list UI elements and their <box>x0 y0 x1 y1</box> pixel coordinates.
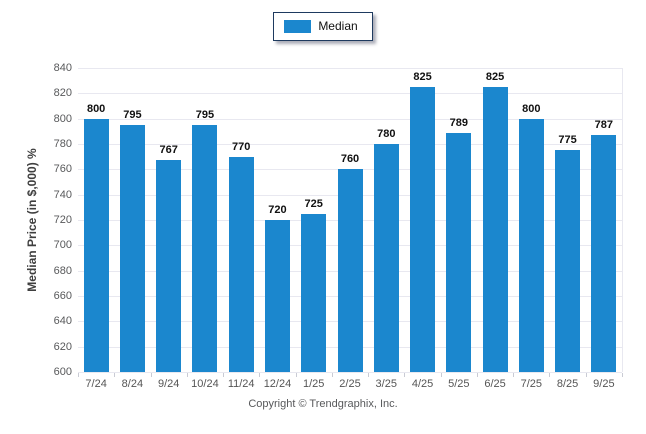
x-tick-label: 12/24 <box>263 378 292 390</box>
bar-value-label: 760 <box>340 153 360 166</box>
x-axis-tick <box>549 373 551 377</box>
bar-value-label: 825 <box>485 71 505 83</box>
x-axis-tick <box>186 373 188 377</box>
gridline <box>78 372 622 373</box>
x-tick-label: 7/24 <box>85 378 107 390</box>
x-axis-tick <box>114 373 116 377</box>
x-tick-label: 8/25 <box>556 378 579 390</box>
x-tick-label: 11/24 <box>227 378 255 390</box>
legend-swatch-icon <box>284 20 312 33</box>
plot-right-border <box>622 68 623 372</box>
legend: Median <box>0 12 646 41</box>
y-tick-label: 620 <box>53 340 72 353</box>
x-axis-tick <box>368 373 370 377</box>
y-tick-label: 800 <box>53 112 72 125</box>
x-tick-label: 4/25 <box>411 378 434 390</box>
y-tick-label: 760 <box>53 163 72 176</box>
bar-value-label: 789 <box>449 116 468 129</box>
x-axis-tick <box>404 373 406 377</box>
y-tick-label: 720 <box>53 214 72 226</box>
bar-12-24[interactable] <box>264 220 290 372</box>
x-axis-tick <box>78 373 79 377</box>
y-tick-label: 780 <box>53 138 72 150</box>
x-tick-label: 3/25 <box>375 378 397 390</box>
gridline <box>78 93 622 95</box>
x-tick-label: 2/25 <box>339 378 361 390</box>
bar-6-25[interactable] <box>482 87 508 372</box>
bar-value-label: 795 <box>123 109 142 121</box>
bar-9-25[interactable] <box>591 135 617 372</box>
y-tick-label: 700 <box>53 239 72 252</box>
bar-2-25[interactable] <box>337 169 363 372</box>
bar-value-label: 795 <box>195 109 215 121</box>
x-tick-label: 7/25 <box>520 378 543 390</box>
x-axis-tick <box>259 373 261 377</box>
gridline <box>78 118 622 120</box>
copyright-text: Copyright © Trendgraphix, Inc. <box>248 398 398 410</box>
bar-5-25[interactable] <box>446 132 472 372</box>
bar-7-24[interactable] <box>83 118 109 372</box>
y-axis-title: Median Price (in $,000) % <box>25 148 39 292</box>
x-axis-tick <box>476 373 478 377</box>
x-tick-label: 5/25 <box>448 378 470 390</box>
bar-11-24[interactable] <box>228 156 254 372</box>
gridline <box>78 144 622 145</box>
x-tick-label: 10/24 <box>191 378 219 390</box>
bar-value-label: 725 <box>304 197 323 210</box>
bar-10-24[interactable] <box>192 125 218 372</box>
legend-label: Median <box>318 19 358 33</box>
x-axis-tick <box>622 373 623 377</box>
bar-4-25[interactable] <box>410 87 436 372</box>
y-tick-label: 680 <box>53 264 72 277</box>
x-axis-tick <box>295 373 297 377</box>
legend-item-median[interactable]: Median <box>273 12 373 41</box>
bar-value-label: 720 <box>268 204 287 216</box>
bar-value-label: 825 <box>413 71 432 83</box>
x-axis-tick <box>223 373 225 377</box>
y-tick-label: 840 <box>53 62 72 74</box>
bar-value-label: 775 <box>558 134 577 147</box>
x-axis-tick <box>513 373 515 377</box>
bar-7-25[interactable] <box>518 118 544 372</box>
x-tick-label: 6/25 <box>484 378 506 390</box>
x-tick-label: 8/24 <box>121 378 144 390</box>
x-tick-label: 9/25 <box>593 378 615 390</box>
bar-9-24[interactable] <box>156 160 182 372</box>
bar-8-24[interactable] <box>119 125 145 372</box>
x-axis-tick <box>440 373 442 377</box>
bar-1-25[interactable] <box>301 213 327 372</box>
bar-8-25[interactable] <box>555 150 581 372</box>
bar-value-label: 780 <box>377 128 396 140</box>
x-tick-label: 1/25 <box>303 378 325 390</box>
y-tick-label: 660 <box>53 290 72 302</box>
x-axis-tick <box>150 373 152 377</box>
bar-3-25[interactable] <box>373 144 399 372</box>
x-axis-tick <box>331 373 333 377</box>
bar-value-label: 767 <box>159 144 178 157</box>
bar-value-label: 770 <box>232 140 251 153</box>
gridline <box>78 68 622 69</box>
y-tick-label: 640 <box>53 315 72 328</box>
y-tick-label: 740 <box>53 188 72 201</box>
bar-value-label: 787 <box>594 119 614 132</box>
bar-value-label: 800 <box>86 102 106 115</box>
y-tick-label: 820 <box>53 87 72 100</box>
x-axis-tick <box>585 373 587 377</box>
y-tick-label: 600 <box>53 366 72 378</box>
x-tick-label: 9/24 <box>157 378 180 390</box>
bar-value-label: 800 <box>522 102 541 115</box>
